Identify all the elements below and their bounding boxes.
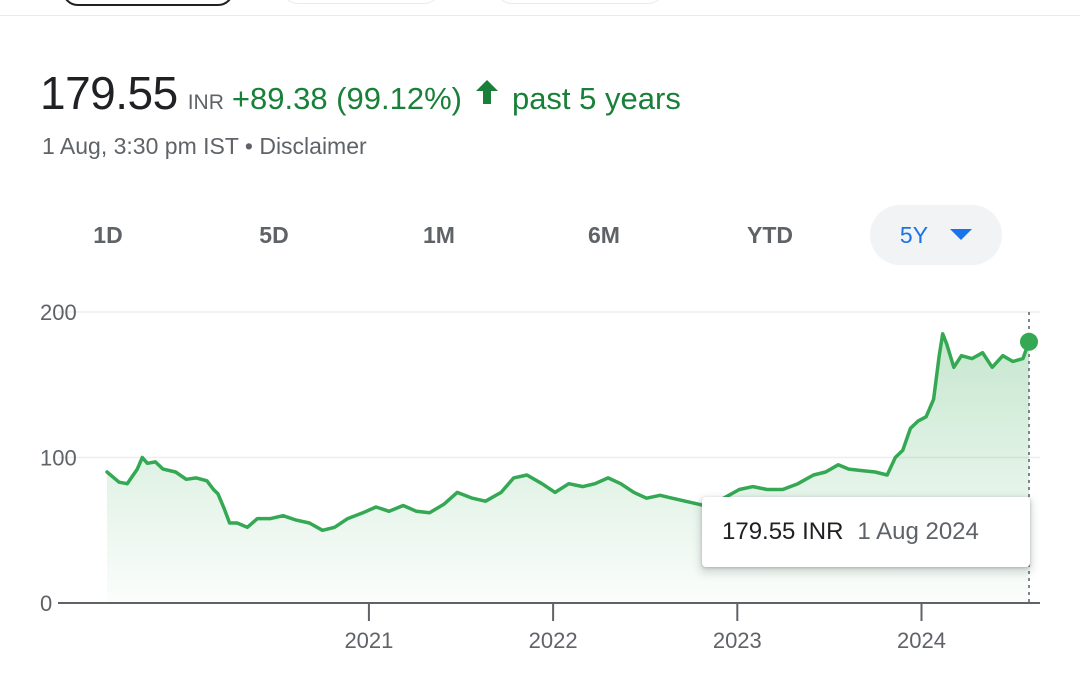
y-tick-label: 200 [40, 300, 77, 325]
series-line [105, 332, 1031, 533]
disclaimer-link[interactable]: Disclaimer [259, 133, 367, 159]
y-tick-label: 0 [40, 591, 52, 616]
tab-1m[interactable]: 1M [423, 222, 455, 248]
tab-5y-label: 5Y [899, 222, 929, 248]
quote-timestamp: 1 Aug, 3:30 pm IST [42, 133, 239, 159]
tab-5d[interactable]: 5D [259, 222, 289, 248]
chart-tooltip: 179.55 INR 1 Aug 2024 [702, 497, 1030, 567]
tab-6m[interactable]: 6M [588, 222, 620, 248]
tab-1d[interactable]: 1D [93, 222, 123, 248]
tab-ytd[interactable]: YTD [747, 222, 793, 248]
meta-separator: • [244, 133, 253, 159]
x-tick-label: 2024 [897, 628, 946, 653]
tab-5y[interactable]: 5Y [870, 205, 1002, 265]
currency-label: INR [187, 91, 224, 114]
top-chip-selected[interactable] [62, 0, 234, 6]
tooltip-value: 179.55 INR [722, 518, 844, 545]
quote-header: 179.55 INR +89.38 (99.12%) past 5 years [40, 66, 681, 126]
y-tick-label: 100 [40, 446, 77, 471]
range-tabs: 1D 5D 1M 6M YTD 5Y [0, 205, 1080, 267]
x-tick-label: 2021 [344, 628, 393, 653]
price-chart[interactable]: 0 100 200 2021 2022 2023 2024 [0, 290, 1080, 689]
top-chip[interactable] [282, 0, 440, 4]
caret-down-icon [950, 229, 973, 241]
arrow-up-icon [474, 78, 500, 106]
x-tick-label: 2023 [713, 628, 762, 653]
price-value: 179.55 [40, 67, 178, 119]
price-change: +89.38 (99.12%) [231, 81, 462, 116]
tooltip-date: 1 Aug 2024 [857, 518, 979, 545]
x-tick-label: 2022 [529, 628, 578, 653]
data-point-marker [1020, 332, 1038, 351]
top-chip[interactable] [496, 0, 664, 4]
quote-meta: 1 Aug, 3:30 pm IST • Disclaimer [42, 133, 367, 160]
top-divider [0, 15, 1080, 16]
change-period: past 5 years [511, 81, 681, 116]
